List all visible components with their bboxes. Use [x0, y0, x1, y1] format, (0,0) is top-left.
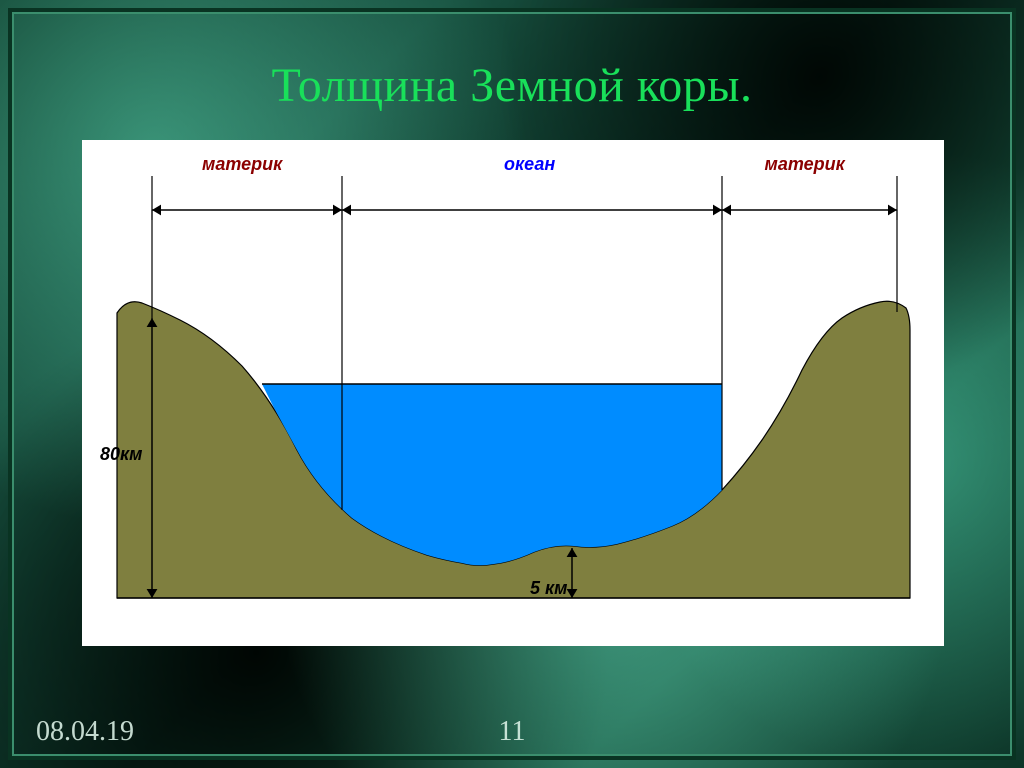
- arrow-head-icon: [333, 205, 342, 216]
- arrow-head-icon: [722, 205, 731, 216]
- arrow-head-icon: [888, 205, 897, 216]
- ocean-thickness-label: 5 км: [530, 578, 567, 598]
- slide-title: Толщина Земной коры.: [0, 58, 1024, 113]
- continent-right-label: материк: [765, 154, 846, 174]
- footer-page: 11: [0, 716, 1024, 748]
- crust-diagram: материк океан материк 80км 5 км: [82, 140, 944, 646]
- ocean-label: океан: [504, 154, 555, 174]
- arrow-head-icon: [152, 205, 161, 216]
- land-thickness-label: 80км: [100, 444, 142, 464]
- continent-left-label: материк: [202, 154, 283, 174]
- crust-diagram-svg: материк океан материк 80км 5 км: [82, 140, 944, 646]
- arrow-head-icon: [713, 205, 722, 216]
- arrow-head-icon: [342, 205, 351, 216]
